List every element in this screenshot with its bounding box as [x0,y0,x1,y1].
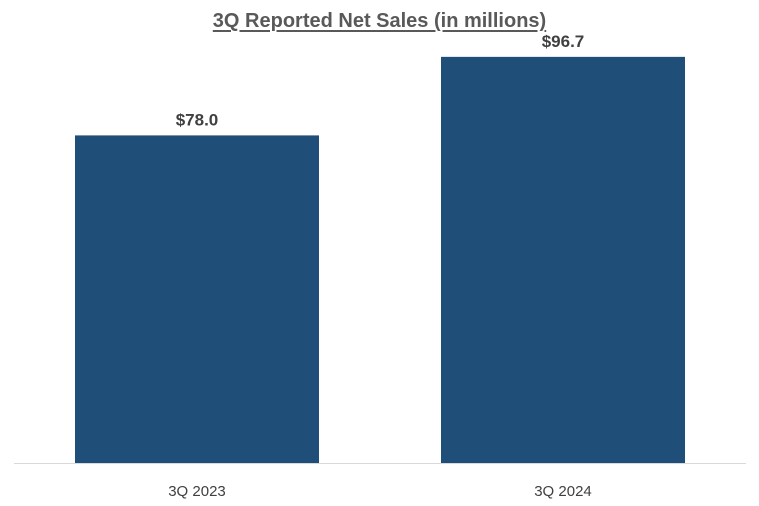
x-tick-labels-layer: 3Q 2023 3Q 2024 [168,483,592,500]
data-label-3q-2023: $78.0 [176,110,219,129]
x-tick-label-3q-2024: 3Q 2024 [534,483,592,500]
data-label-3q-2024: $96.7 [542,32,585,51]
data-labels-layer: $78.0 $96.7 [176,32,585,130]
bar-3q-2023 [75,135,319,463]
bar-3q-2024 [441,56,685,464]
chart-title: 3Q Reported Net Sales (in millions) [212,10,547,32]
bars-layer [75,56,685,464]
x-tick-label-3q-2023: 3Q 2023 [168,483,226,500]
